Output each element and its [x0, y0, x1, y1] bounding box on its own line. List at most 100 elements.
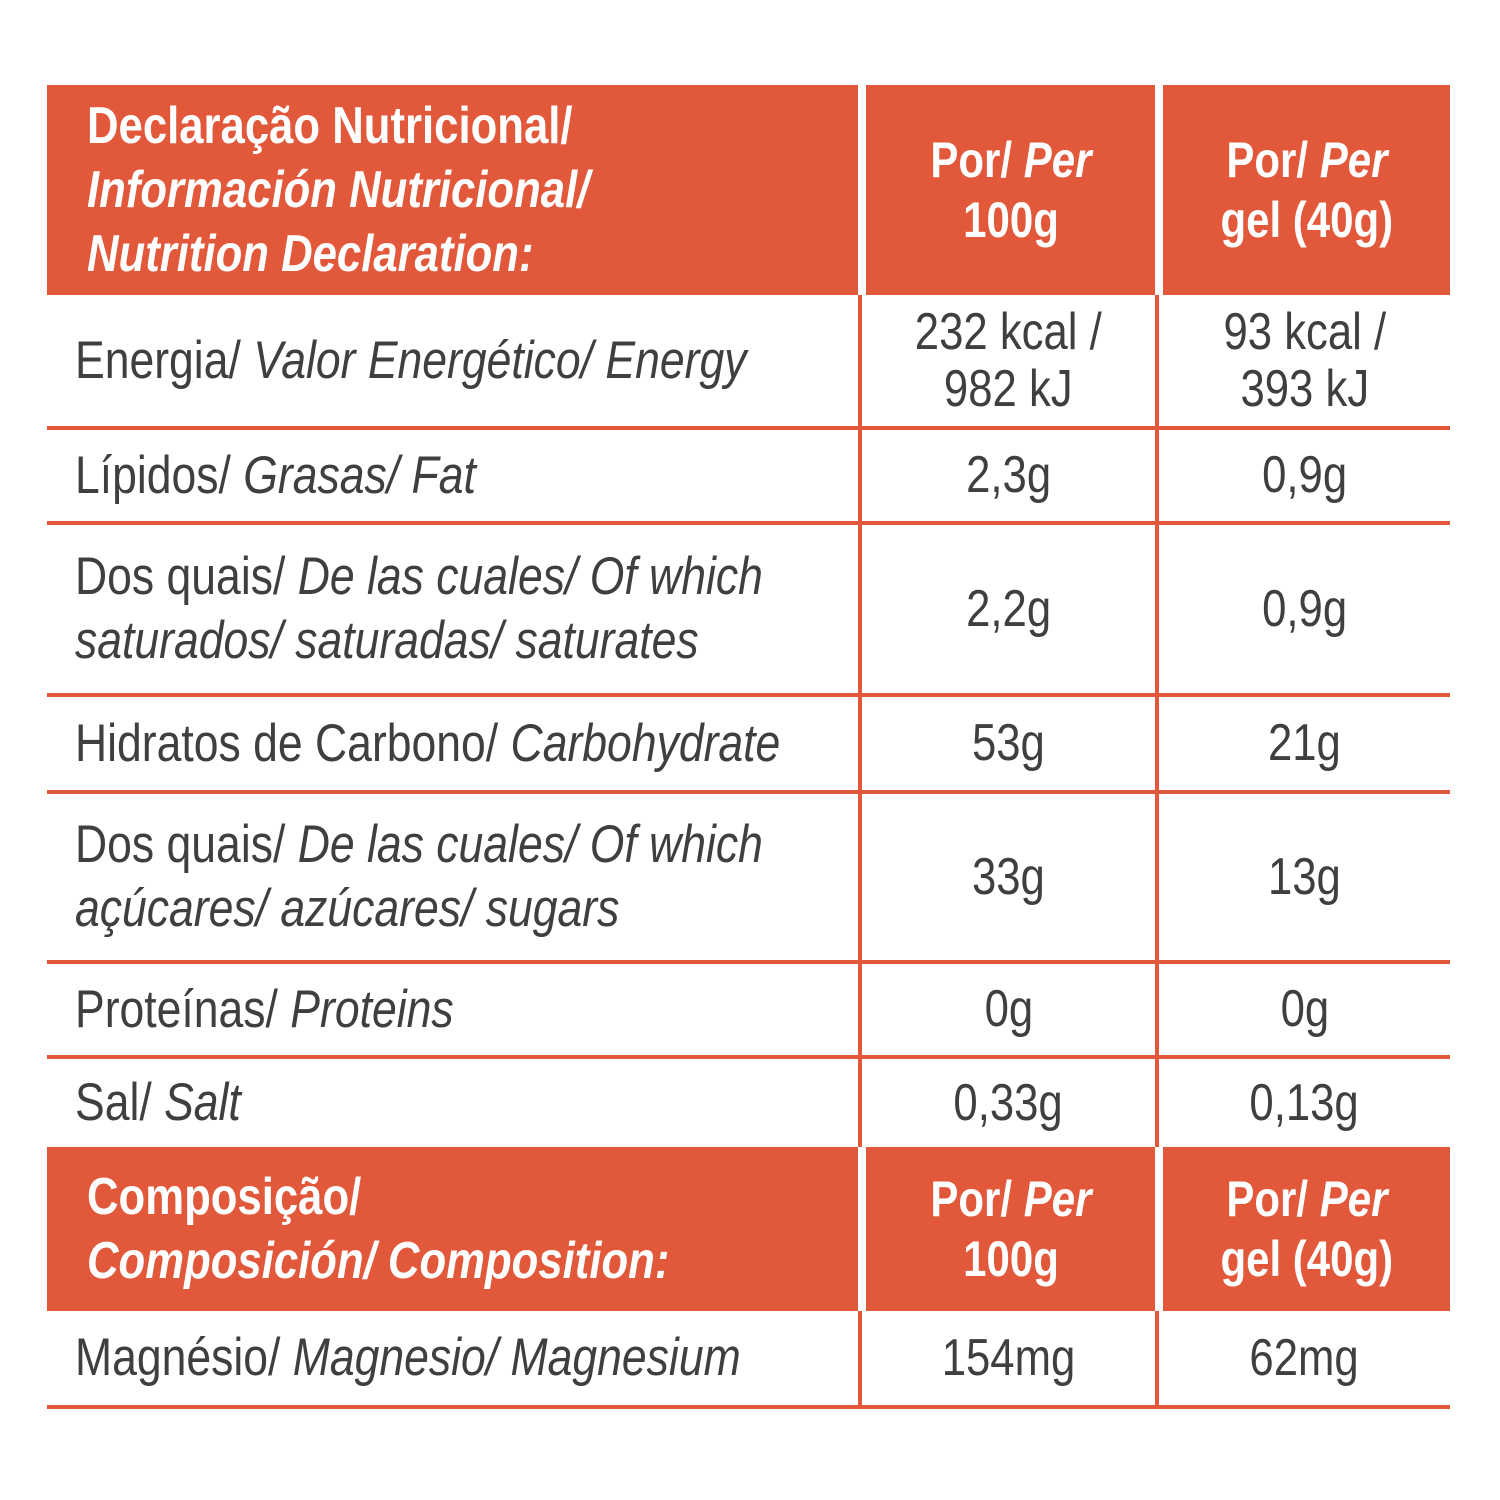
saturates-per-100g-value: 2,2g [858, 525, 1155, 693]
value-text: 2,3g [965, 446, 1052, 504]
composition-per-100g-column-header: Por/ Per 100g [858, 1147, 1155, 1311]
text-line: 100g [963, 190, 1059, 250]
proteins-per-100g-value: 0g [858, 964, 1155, 1055]
table-row-carbohydrate: Hidratos de Carbono/ Carbohydrate 53g 21g [47, 697, 1450, 794]
fat-per-gel-value: 0,9g [1155, 430, 1450, 521]
text-line: Dos quais/ De las cuales/ Of which [75, 545, 763, 609]
table-row-sugars: Dos quais/ De las cuales/ Of which açúcar… [47, 794, 1450, 964]
fat-per-100g-value: 2,3g [858, 430, 1155, 521]
text-line: Composição/ [87, 1165, 361, 1229]
composition-title: Composição/Composición/ Composition: [47, 1147, 858, 1311]
text-line: Por/ Per [930, 1169, 1091, 1229]
value-text: 232 kcal / 982 kJ [915, 302, 1102, 418]
magnesium-label: Magnésio/ Magnesio/ Magnesium [47, 1311, 858, 1405]
text-line: gel (40g) [1220, 190, 1393, 250]
text-segment: Valor Energético/ Energy [240, 330, 747, 390]
nutrition-rows: Energia/ Valor Energético/ Energy 232 kca… [47, 295, 1450, 1147]
text-segment: Per [1011, 1171, 1092, 1227]
text-segment: 100g [962, 1231, 1059, 1287]
value-text: 0,33g [953, 1073, 1064, 1132]
value-text: 0,9g [1261, 579, 1348, 638]
proteins-per-gel-value: 0g [1155, 964, 1450, 1055]
text-line: Por/ Per [1226, 130, 1387, 190]
text-line: Lípidos/ Grasas/ Fat [75, 444, 476, 508]
text-segment: Nutrition Declaration: [87, 225, 534, 283]
value-text: 154mg [941, 1328, 1076, 1387]
text-line: Declaração Nutricional/ [87, 94, 573, 158]
value-text: 21g [1268, 714, 1341, 772]
value-text: 0,9g [1261, 446, 1348, 504]
carbohydrate-per-gel-value: 21g [1155, 697, 1450, 790]
text-segment: Hidratos de Carbono/ [75, 713, 499, 773]
value-text: 33g [972, 847, 1045, 906]
text-line: saturados/ saturadas/ saturates [75, 609, 699, 673]
text-line: 100g [963, 1229, 1059, 1289]
magnesium-per-gel-value: 62mg [1155, 1311, 1450, 1405]
text-segment: Grasas/ Fat [230, 445, 476, 505]
text-line: Proteínas/ Proteins [75, 978, 454, 1042]
value-text: 62mg [1249, 1328, 1360, 1387]
table-row-salt: Sal/ Salt 0,33g 0,13g [47, 1059, 1450, 1147]
sugars-label: Dos quais/ De las cuales/ Of which açúcar… [47, 794, 858, 960]
fat-label: Lípidos/ Grasas/ Fat [47, 430, 858, 521]
text-segment: Declaração Nutricional/ [87, 97, 573, 155]
text-line: Nutrition Declaration: [87, 222, 534, 286]
text-line: Composición/ Composition: [87, 1229, 669, 1293]
table-row-saturates: Dos quais/ De las cuales/ Of which satura… [47, 525, 1450, 697]
value-text: 53g [972, 714, 1045, 772]
energy-label: Energia/ Valor Energético/ Energy [47, 295, 858, 426]
text-line: Hidratos de Carbono/ Carbohydrate [75, 712, 780, 776]
text-line: Por/ Per [1226, 1169, 1387, 1229]
composition-per-gel-column-header: Por/ Per gel (40g) [1155, 1147, 1450, 1311]
text-segment: Magnesio/ Magnesium [280, 1328, 741, 1387]
value-text: 93 kcal / 393 kJ [1223, 302, 1386, 418]
saturates-per-gel-value: 0,9g [1155, 525, 1450, 693]
magnesium-per-100g-value: 154mg [858, 1311, 1155, 1405]
value-text: 0g [984, 980, 1033, 1038]
text-segment: Proteins [277, 979, 454, 1039]
text-segment: De las cuales/ Of which [285, 815, 763, 874]
text-segment: Energia/ [75, 330, 241, 390]
text-segment: Per [1307, 132, 1388, 188]
text-segment: Proteínas/ [75, 979, 278, 1039]
nutrition-declaration-header: Declaração Nutricional/Información Nutri… [47, 85, 1450, 295]
carbohydrate-label: Hidratos de Carbono/ Carbohydrate [47, 697, 858, 790]
per-gel-column-header: Por/ Per gel (40g) [1155, 85, 1450, 295]
text-line: Dos quais/ De las cuales/ Of which [75, 813, 763, 877]
text-segment: Per [1307, 1171, 1388, 1227]
salt-label: Sal/ Salt [47, 1059, 858, 1147]
text-segment: De las cuales/ Of which [285, 547, 763, 606]
text-segment: açúcares/ azúcares/ sugars [75, 879, 620, 938]
text-segment: Por/ [929, 1171, 1012, 1227]
text-segment: Por/ [1225, 1171, 1308, 1227]
text-segment: Composición/ Composition: [87, 1232, 670, 1290]
text-segment: Dos quais/ [75, 815, 286, 874]
text-segment: Per [1011, 132, 1092, 188]
text-segment: Composição/ [87, 1168, 362, 1226]
text-line: Energia/ Valor Energético/ Energy [75, 329, 746, 393]
text-segment: Por/ [1225, 132, 1308, 188]
salt-per-gel-value: 0,13g [1155, 1059, 1450, 1147]
table-row-fat: Lípidos/ Grasas/ Fat 2,3g 0,9g [47, 430, 1450, 525]
text-segment: Información Nutricional/ [87, 161, 590, 219]
text-segment: Magnésio/ [75, 1328, 281, 1387]
text-line: gel (40g) [1220, 1229, 1393, 1289]
nutrition-label: Declaração Nutricional/Información Nutri… [47, 85, 1450, 1409]
value-text: 0,13g [1249, 1073, 1360, 1132]
sugars-per-gel-value: 13g [1155, 794, 1450, 960]
text-segment: Lípidos/ [75, 445, 231, 505]
nutrition-declaration-title: Declaração Nutricional/Información Nutri… [47, 85, 858, 295]
text-line: Magnésio/ Magnesio/ Magnesium [75, 1326, 741, 1390]
value-text: 0g [1280, 980, 1329, 1038]
proteins-label: Proteínas/ Proteins [47, 964, 858, 1055]
energy-per-100g-value: 232 kcal / 982 kJ [858, 295, 1155, 426]
text-segment: Sal/ [75, 1073, 152, 1132]
salt-per-100g-value: 0,33g [858, 1059, 1155, 1147]
text-segment: Por/ [929, 132, 1012, 188]
text-line: Información Nutricional/ [87, 158, 589, 222]
text-segment: Salt [151, 1073, 241, 1132]
sugars-per-100g-value: 33g [858, 794, 1155, 960]
table-row-magnesium: Magnésio/ Magnesio/ Magnesium 154mg 62mg [47, 1311, 1450, 1409]
composition-rows: Magnésio/ Magnesio/ Magnesium 154mg 62mg [47, 1311, 1450, 1409]
text-segment: gel (40g) [1220, 192, 1393, 248]
